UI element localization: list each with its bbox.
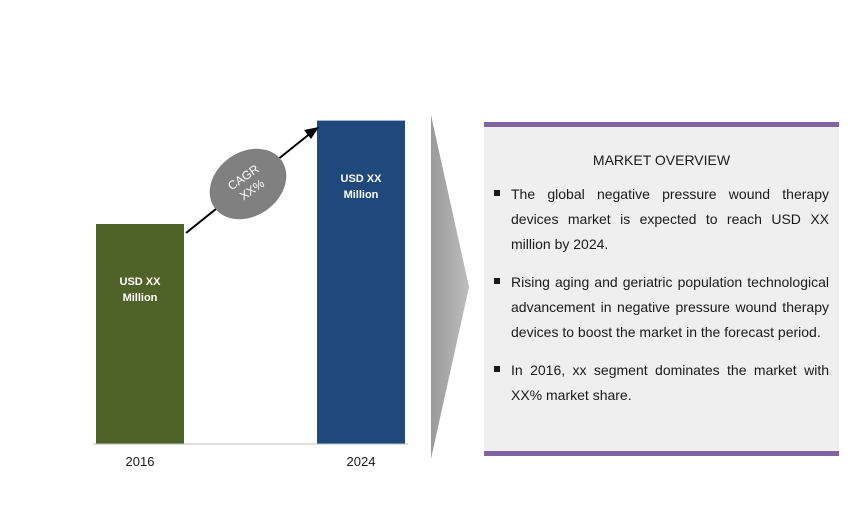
overview-bullet: In 2016, xx segment dominates the market… [494,358,829,408]
market-overview-panel: MARKET OVERVIEW The global negative pres… [484,122,839,456]
bar-2016 [96,224,184,444]
overview-bullet: The global negative pressure wound thera… [494,182,829,257]
overview-bullet: Rising aging and geriatric population te… [494,270,829,345]
x-tick-label: 2024 [346,454,376,469]
bar-value-label: USD XX Million [119,276,161,304]
overview-title: MARKET OVERVIEW [592,152,731,168]
bar-value-label: USD XX Million [340,172,382,201]
x-tick-label: 2016 [125,454,155,469]
bar-chart [93,120,408,445]
bar-2024 [317,120,405,444]
overview-bullets: The global negative pressure wound thera… [484,182,839,408]
growth-arrow-head [304,127,319,139]
chevron-arrow-icon [431,115,469,459]
